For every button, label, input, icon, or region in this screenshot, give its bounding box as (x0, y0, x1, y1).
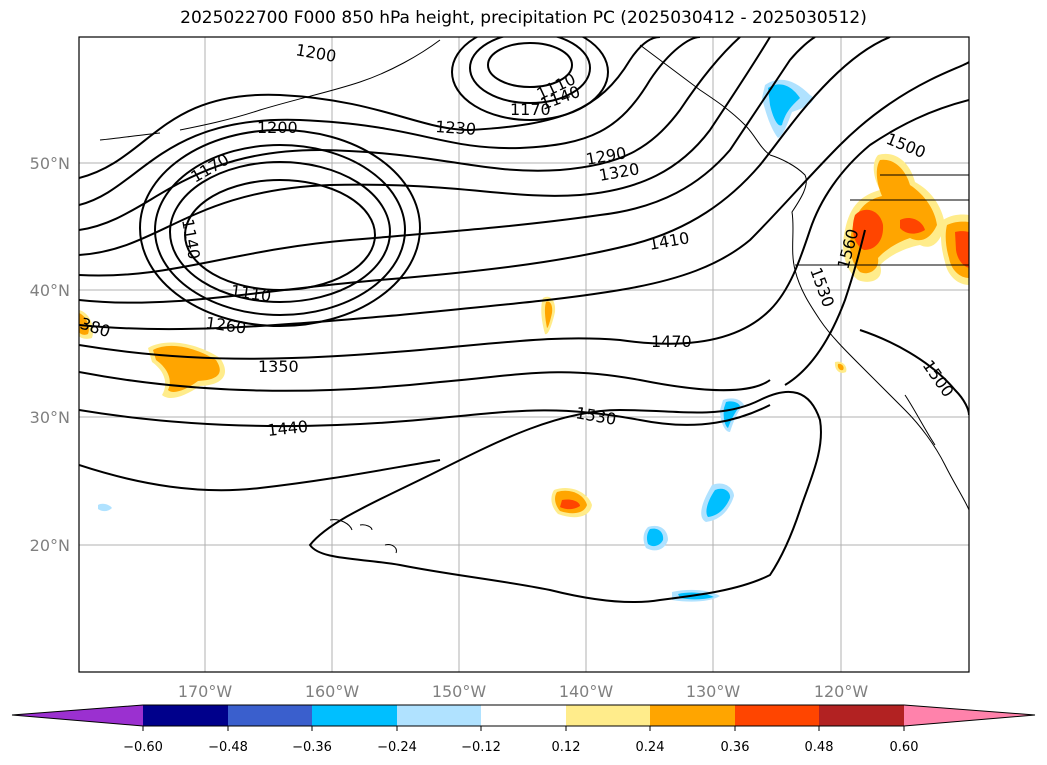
contour-label: 1200 (257, 118, 298, 137)
colorbar-segment (650, 705, 735, 726)
colorbar-segment (228, 705, 312, 726)
lon-label-140w: 140°W (559, 682, 614, 701)
lon-label-170w: 170°W (178, 682, 233, 701)
lon-label-120w: 120°W (814, 682, 869, 701)
contour-label: 1440 (266, 417, 308, 440)
colorbar-tick-label: −0.48 (208, 740, 248, 755)
plot-frame (78, 36, 970, 673)
lat-label-40n: 40°N (30, 281, 70, 300)
colorbar-segment (481, 705, 566, 726)
colorbar-tick-label: −0.36 (292, 740, 332, 755)
colorbar-extend-high (904, 705, 1035, 726)
chart-title: 2025022700 F000 850 hPa height, precipit… (180, 8, 867, 28)
lat-label-30n: 30°N (30, 408, 70, 427)
latitude-labels: 50°N 40°N 30°N 20°N (30, 154, 70, 555)
colorbar-tick-label: −0.60 (123, 740, 163, 755)
colorbar-tick-label: −0.24 (377, 740, 417, 755)
colorbar-tick-label: −0.12 (461, 740, 501, 755)
colorbar-tick-label: 0.48 (805, 740, 834, 755)
colorbar-tick-label: 0.60 (890, 740, 919, 755)
colorbar-tick-label: 0.24 (636, 740, 665, 755)
plot-area (79, 37, 969, 672)
lat-label-20n: 20°N (30, 536, 70, 555)
contour-label: 1230 (435, 117, 477, 139)
colorbar-tick-label: 0.12 (552, 740, 581, 755)
colorbar: −0.60 −0.48 −0.36 −0.24 −0.12 0.12 0.24 … (11, 704, 1036, 755)
lon-label-150w: 150°W (432, 682, 487, 701)
height-contours (79, 37, 969, 603)
colorbar-segment (312, 705, 397, 726)
longitude-labels: 170°W 160°W 150°W 140°W 130°W 120°W (178, 682, 869, 701)
colorbar-segment (566, 705, 650, 726)
colorbar-extend-low (12, 705, 143, 726)
colorbar-segment (397, 705, 481, 726)
colorbar-segment (143, 705, 228, 726)
contour-label: 1350 (258, 357, 299, 376)
lon-label-130w: 130°W (686, 682, 741, 701)
lon-label-160w: 160°W (305, 682, 360, 701)
colorbar-tick-label: 0.36 (721, 740, 750, 755)
colorbar-segment (819, 705, 904, 726)
contour-label: 1470 (651, 332, 692, 351)
lat-label-50n: 50°N (30, 154, 70, 173)
contour-label: 1170 (510, 100, 551, 119)
colorbar-segment (735, 705, 819, 726)
